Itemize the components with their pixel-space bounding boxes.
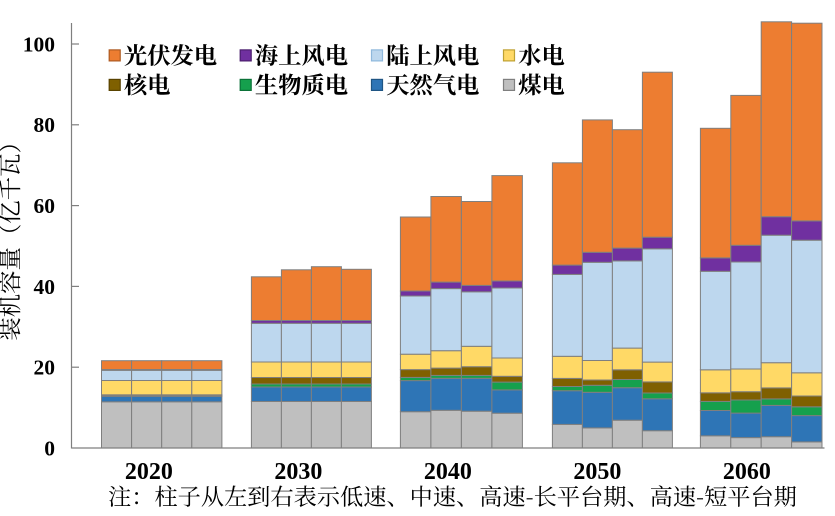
svg-text:2030: 2030 xyxy=(274,459,322,485)
svg-text:80: 80 xyxy=(34,113,56,137)
svg-text:20: 20 xyxy=(34,356,56,380)
svg-text:0: 0 xyxy=(44,436,55,460)
svg-text:40: 40 xyxy=(34,275,56,299)
svg-text:100: 100 xyxy=(23,32,55,56)
svg-text:60: 60 xyxy=(34,194,56,218)
svg-text:2020: 2020 xyxy=(125,459,173,485)
svg-text:2040: 2040 xyxy=(424,459,472,485)
svg-text:2060: 2060 xyxy=(723,459,771,485)
svg-text:2050: 2050 xyxy=(573,459,621,485)
